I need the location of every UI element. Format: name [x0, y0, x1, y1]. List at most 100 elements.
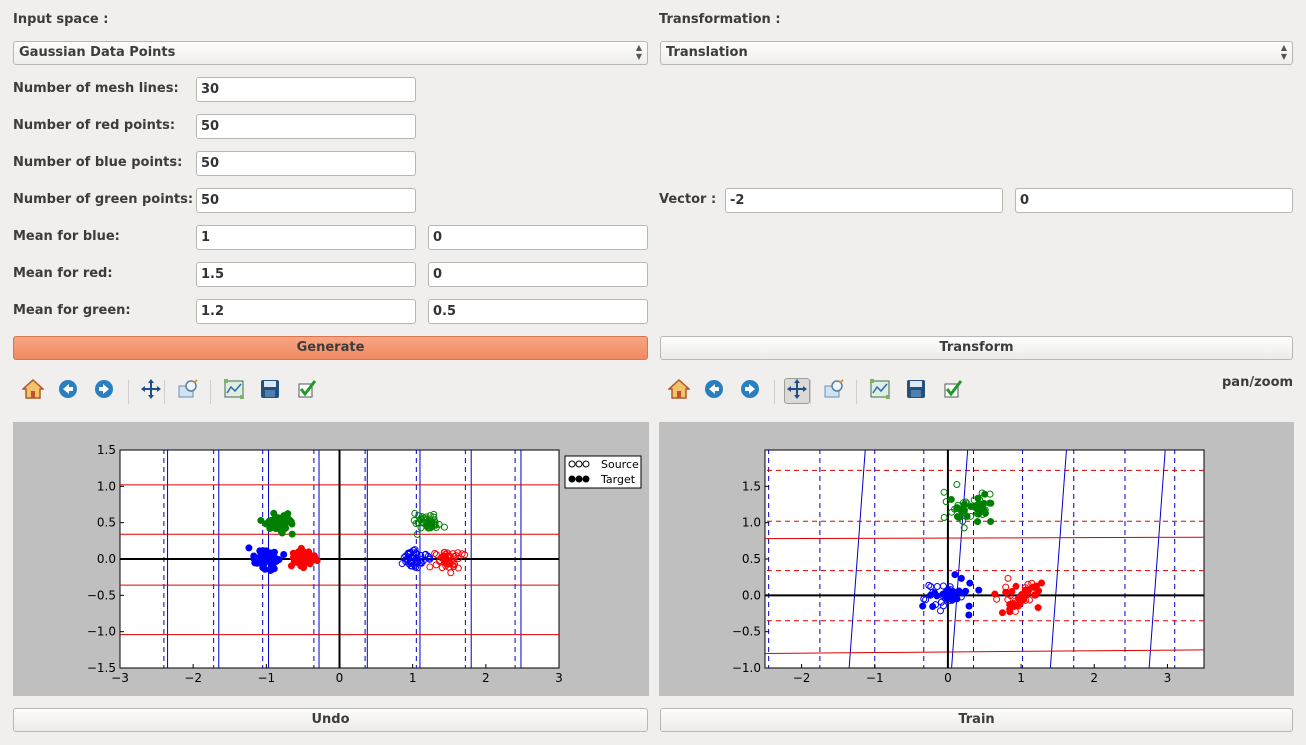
mean-green-field[interactable]: 1.2	[196, 299, 416, 324]
mesh-line-blue	[1049, 450, 1067, 668]
data-point	[955, 587, 963, 595]
data-point	[987, 499, 995, 507]
mesh-line-red	[765, 649, 1204, 654]
vector-y-field[interactable]: 0	[1015, 188, 1293, 213]
data-point	[266, 518, 274, 526]
mode-status-text: pan/zoom	[1222, 375, 1294, 390]
data-point	[1012, 582, 1020, 590]
zoom-icon	[177, 378, 199, 404]
subplots-icon	[869, 378, 891, 404]
right-plot-canvas[interactable]: −2 −1 0 1 2 3 1.5 1.0 0.5 0.0 −0.5 −1.0	[659, 422, 1294, 696]
home-icon	[21, 378, 45, 404]
input-space-select[interactable]: Gaussian Data Points ▲ ▼	[13, 41, 648, 65]
data-point	[417, 551, 425, 559]
data-point	[430, 513, 438, 521]
data-point	[426, 512, 434, 520]
mean-red-field[interactable]: 1.5	[196, 262, 416, 287]
y-tick-label: −0.5	[732, 625, 761, 639]
left-plot-canvas[interactable]: −3 −2 −1 0 1 2 3 1.5 1.0 0.5 0.0 −0.5 −1.0 −1.5 Source…	[13, 422, 649, 696]
blue-points-field[interactable]: 50	[196, 151, 416, 176]
data-point	[1004, 574, 1012, 582]
back-tool-button[interactable]	[55, 378, 81, 404]
data-point	[270, 509, 278, 517]
vector-x-field[interactable]: -2	[725, 188, 1003, 213]
y-tick-label: 1.0	[742, 516, 761, 530]
data-point	[986, 490, 994, 498]
green-points-field[interactable]: 50	[196, 188, 416, 213]
transformation-select[interactable]: Translation ▲ ▼	[660, 41, 1293, 65]
check-tool-button[interactable]	[940, 378, 966, 404]
mean-red-label: Mean for red:	[13, 266, 113, 281]
pan-icon	[140, 378, 162, 404]
x-tick-label: −1	[257, 671, 275, 685]
data-point	[920, 595, 928, 603]
y-tick-label: 0.0	[97, 552, 116, 566]
mesh-lines-label: Number of mesh lines:	[13, 81, 179, 96]
subplots-tool-button[interactable]	[221, 378, 247, 404]
forward-tool-button[interactable]	[737, 378, 763, 404]
data-point	[283, 515, 291, 523]
save-tool-button[interactable]	[257, 378, 283, 404]
mean-red-y-field[interactable]: 0	[428, 262, 648, 287]
data-point	[965, 611, 973, 619]
data-point	[274, 517, 282, 525]
data-point	[925, 581, 933, 589]
data-point	[438, 564, 446, 572]
data-point	[919, 602, 927, 610]
data-point	[440, 523, 448, 531]
data-point	[940, 602, 948, 610]
y-tick-label: −0.5	[87, 588, 116, 602]
data-point	[432, 551, 440, 559]
updown-arrows-icon: ▲ ▼	[1280, 43, 1287, 61]
data-point	[1024, 580, 1032, 588]
mesh-lines-field[interactable]: 30	[196, 77, 416, 102]
data-point	[980, 506, 988, 514]
check-tool-button[interactable]	[294, 378, 320, 404]
x-tick-label: 0	[944, 671, 952, 685]
data-point	[1031, 591, 1039, 599]
mesh-line-red	[765, 536, 1204, 540]
plot-area	[764, 449, 1205, 669]
train-button[interactable]: Train	[660, 708, 1293, 732]
pan-tool-button[interactable]	[784, 378, 810, 404]
left-scatter-chart: −3 −2 −1 0 1 2 3 1.5 1.0 0.5 0.0 −0.5 −1.0 −1.5 Source…	[87, 443, 642, 685]
data-point	[303, 554, 311, 562]
mean-blue-y-field[interactable]: 0	[428, 225, 648, 250]
subplots-tool-button[interactable]	[867, 378, 893, 404]
back-tool-button[interactable]	[701, 378, 727, 404]
transform-button[interactable]: Transform	[660, 336, 1293, 360]
toolbar-separator	[774, 380, 775, 404]
data-point	[406, 558, 414, 566]
red-points-field[interactable]: 50	[196, 114, 416, 139]
undo-button[interactable]: Undo	[13, 708, 648, 732]
zoom-tool-button[interactable]	[175, 378, 201, 404]
forward-tool-button[interactable]	[91, 378, 117, 404]
data-point	[398, 560, 406, 568]
mean-blue-field[interactable]: 1	[196, 225, 416, 250]
data-point	[417, 555, 425, 563]
save-tool-button[interactable]	[903, 378, 929, 404]
data-point	[960, 524, 968, 532]
generate-button[interactable]: Generate	[13, 336, 648, 360]
data-point	[978, 489, 986, 497]
mean-blue-label: Mean for blue:	[13, 229, 120, 244]
zoom-tool-button[interactable]	[821, 378, 847, 404]
y-tick-label: −1.5	[87, 661, 116, 675]
data-point	[445, 552, 453, 560]
mean-green-y-field[interactable]: 0.5	[428, 299, 648, 324]
data-point	[998, 609, 1006, 617]
transformation-value: Translation	[666, 45, 748, 60]
x-tick-label: −1	[866, 671, 884, 685]
mesh-line-blue	[1148, 450, 1166, 668]
right-scatter-chart: −2 −1 0 1 2 3 1.5 1.0 0.5 0.0 −0.5 −1.0	[732, 449, 1205, 685]
data-point	[939, 582, 947, 590]
home-tool-button[interactable]	[20, 378, 46, 404]
home-tool-button[interactable]	[666, 378, 692, 404]
subplots-icon	[223, 378, 245, 404]
data-point	[295, 548, 303, 556]
x-tick-label: 1	[409, 671, 417, 685]
data-point	[264, 557, 272, 565]
pan-tool-button[interactable]	[138, 378, 164, 404]
toolbar-separator	[128, 380, 129, 404]
data-point	[426, 563, 434, 571]
